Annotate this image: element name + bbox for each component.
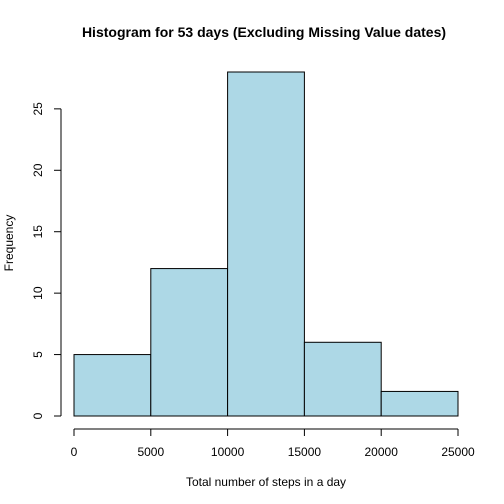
histogram-bar-0 [73, 354, 152, 417]
histogram-bar-4 [380, 390, 459, 417]
y-tick-label-2: 10 [31, 286, 45, 300]
x-tick-label-4: 20000 [365, 445, 399, 459]
bars-group [73, 71, 459, 417]
x-axis: 0 5000 10000 15000 20000 25000 [71, 428, 475, 459]
y-tick-label-4: 20 [31, 163, 45, 177]
histogram-bar-3 [303, 341, 382, 417]
x-tick-label-2: 10000 [211, 445, 245, 459]
x-axis-label: Total number of steps in a day [186, 475, 346, 489]
histogram-bar-1 [150, 268, 229, 417]
chart-title: Histogram for 53 days (Excluding Missing… [82, 24, 446, 40]
histogram-bar-2 [227, 71, 305, 417]
y-tick-label-3: 15 [31, 225, 45, 239]
x-tick-label-1: 5000 [137, 445, 164, 459]
y-axis: 0 5 10 15 20 25 [31, 102, 62, 419]
x-tick-label-0: 0 [71, 445, 78, 459]
y-tick-label-0: 0 [31, 412, 45, 419]
y-tick-label-1: 5 [31, 351, 45, 358]
y-tick-label-5: 25 [31, 102, 45, 116]
x-tick-label-5: 25000 [441, 445, 475, 459]
y-axis-label: Frequency [2, 215, 16, 272]
x-tick-label-3: 15000 [288, 445, 322, 459]
